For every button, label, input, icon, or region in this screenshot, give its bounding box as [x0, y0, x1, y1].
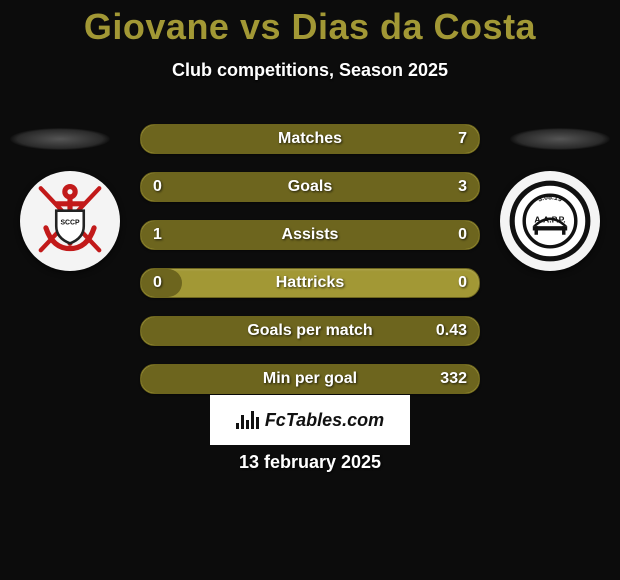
stats-list: Matches 7 0 Goals 3 1 Assists 0 0 Hattri…: [140, 124, 480, 412]
crest-left-label: SCCP: [60, 219, 80, 226]
stat-value-right: 0.43: [436, 317, 467, 345]
stat-value-right: 7: [458, 125, 467, 153]
crest-right-label: A.A.P.P.: [534, 215, 565, 225]
stat-value-right: 332: [440, 365, 467, 393]
crest-shadow-left: [10, 128, 110, 150]
date-text: 13 february 2025: [0, 452, 620, 473]
chart-bars-icon: [236, 411, 259, 429]
page-title: Giovane vs Dias da Costa: [0, 6, 620, 48]
stat-row-hattricks: 0 Hattricks 0: [140, 268, 480, 298]
corinthians-crest-icon: SCCP: [27, 178, 113, 264]
team-crest-right: 3.08.19 A.A.P.P.: [500, 171, 600, 271]
stat-value-right: 3: [458, 173, 467, 201]
ponte-preta-crest-icon: 3.08.19 A.A.P.P.: [507, 178, 593, 264]
stat-label: Goals per match: [141, 317, 479, 345]
stat-row-matches: Matches 7: [140, 124, 480, 154]
stat-row-assists: 1 Assists 0: [140, 220, 480, 250]
crest-shadow-right: [510, 128, 610, 150]
stat-value-right: 0: [458, 269, 467, 297]
subtitle: Club competitions, Season 2025: [0, 60, 620, 81]
stat-label: Hattricks: [141, 269, 479, 297]
stat-row-min-per-goal: Min per goal 332: [140, 364, 480, 394]
brand-box: FcTables.com: [210, 395, 410, 445]
brand-text: FcTables.com: [265, 410, 384, 431]
stat-label: Min per goal: [141, 365, 479, 393]
brand-logo: FcTables.com: [236, 410, 384, 431]
comparison-card: Giovane vs Dias da Costa Club competitio…: [0, 0, 620, 580]
team-crest-left: SCCP: [20, 171, 120, 271]
stat-label: Matches: [141, 125, 479, 153]
stat-label: Assists: [141, 221, 479, 249]
stat-label: Goals: [141, 173, 479, 201]
stat-row-goals-per-match: Goals per match 0.43: [140, 316, 480, 346]
stat-row-goals: 0 Goals 3: [140, 172, 480, 202]
stat-value-right: 0: [458, 221, 467, 249]
